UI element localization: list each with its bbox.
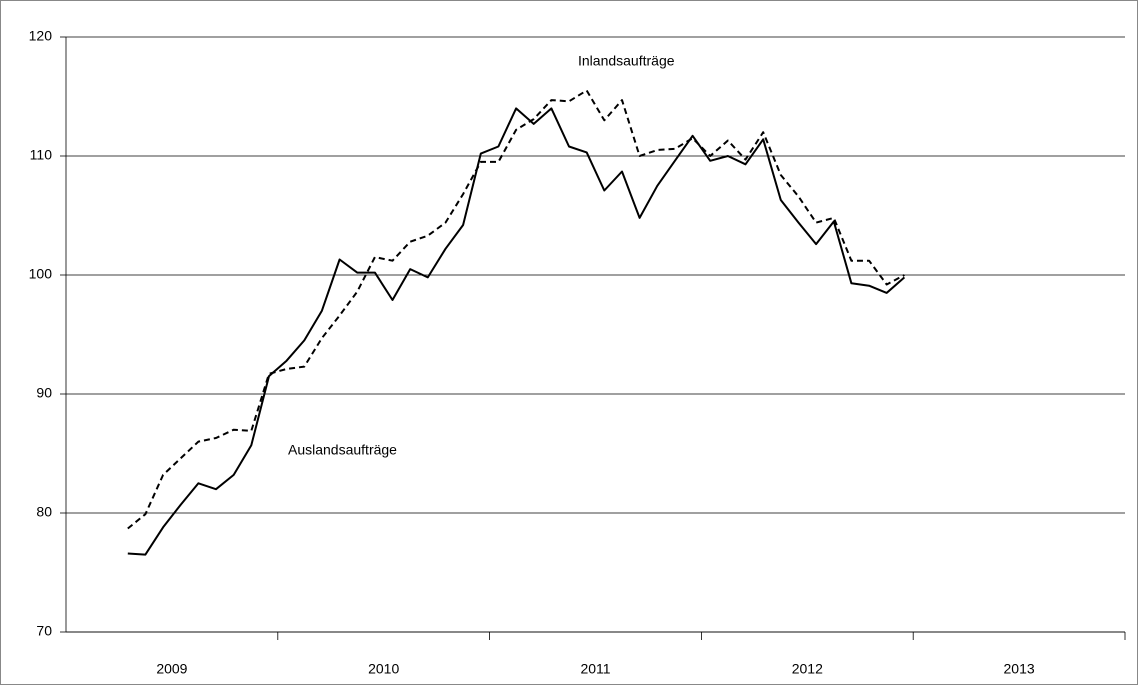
series-label: Auslandsaufträge [288, 442, 397, 458]
y-tick-label: 90 [36, 385, 52, 401]
y-tick-label: 100 [29, 266, 53, 282]
y-tick-label: 80 [36, 504, 52, 520]
x-tick-label: 2011 [580, 661, 610, 677]
y-tick-label: 110 [30, 147, 53, 163]
series-line [127, 89, 905, 530]
x-tick-label: 2012 [792, 661, 823, 677]
y-tick-label: 70 [36, 623, 52, 639]
x-tick-label: 2009 [156, 661, 187, 677]
x-tick-label: 2010 [368, 661, 399, 677]
x-tick-label: 2013 [1004, 661, 1035, 677]
y-tick-label: 120 [29, 28, 53, 44]
series-line [127, 107, 906, 556]
series-label: Inlandsaufträge [578, 53, 675, 69]
